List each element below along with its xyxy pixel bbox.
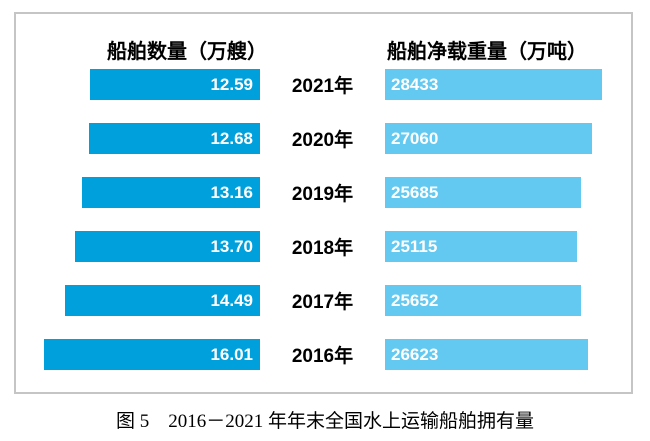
deadweight-value: 26623 — [391, 344, 439, 364]
ships-count-value: 13.16 — [210, 182, 253, 202]
right-series-header: 船舶净载重量（万吨） — [387, 41, 587, 63]
deadweight-zone: 25685 — [385, 177, 631, 208]
deadweight-zone: 26623 — [385, 339, 631, 370]
year-label: 2018年 — [291, 238, 354, 259]
ships-count-value: 16.01 — [210, 344, 253, 364]
ships-count-value: 12.59 — [210, 74, 253, 94]
deadweight-bar: 26623 — [385, 339, 588, 370]
chart-row: 16.01 2016年 26623 — [16, 339, 631, 370]
ships-count-zone: 14.49 — [16, 285, 260, 316]
ships-count-zone: 12.68 — [16, 123, 260, 154]
deadweight-bar: 27060 — [385, 123, 592, 154]
deadweight-bar: 28433 — [385, 69, 602, 100]
year-label: 2020年 — [291, 130, 354, 151]
chart-row: 12.59 2021年 28433 — [16, 69, 631, 100]
ships-count-value: 12.68 — [210, 128, 253, 148]
year-label: 2021年 — [291, 76, 354, 97]
chart-row: 14.49 2017年 25652 — [16, 285, 631, 316]
deadweight-zone: 25652 — [385, 285, 631, 316]
chart-area: 船舶数量（万艘） 船舶净载重量（万吨） 12.59 2021年 28433 12… — [14, 12, 633, 394]
deadweight-bar: 25685 — [385, 177, 581, 208]
chart-row: 13.70 2018年 25115 — [16, 231, 631, 262]
ships-count-zone: 12.59 — [16, 69, 260, 100]
left-series-header: 船舶数量（万艘） — [107, 41, 267, 63]
year-label: 2017年 — [291, 292, 354, 313]
ships-count-bar: 13.70 — [75, 231, 260, 262]
ships-count-bar: 14.49 — [65, 285, 260, 316]
ships-count-bar: 13.16 — [82, 177, 260, 208]
deadweight-value: 27060 — [391, 128, 439, 148]
deadweight-zone: 28433 — [385, 69, 631, 100]
deadweight-zone: 27060 — [385, 123, 631, 154]
year-label: 2019年 — [291, 184, 354, 205]
year-label: 2016年 — [291, 346, 354, 367]
deadweight-value: 25685 — [391, 182, 439, 202]
ships-count-zone: 13.16 — [16, 177, 260, 208]
deadweight-bar: 25652 — [385, 285, 581, 316]
deadweight-value: 28433 — [391, 74, 439, 94]
deadweight-value: 25652 — [391, 290, 439, 310]
ships-count-bar: 12.68 — [89, 123, 260, 154]
ships-count-zone: 13.70 — [16, 231, 260, 262]
ships-count-bar: 16.01 — [44, 339, 260, 370]
deadweight-bar: 25115 — [385, 231, 577, 262]
ships-count-bar: 12.59 — [90, 69, 260, 100]
ships-count-value: 14.49 — [210, 290, 253, 310]
ships-count-value: 13.70 — [210, 236, 253, 256]
figure-caption: 图 5 2016－2021 年年末全国水上运输船舶拥有量 — [115, 411, 534, 432]
chart-row: 12.68 2020年 27060 — [16, 123, 631, 154]
chart-row: 13.16 2019年 25685 — [16, 177, 631, 208]
ships-count-zone: 16.01 — [16, 339, 260, 370]
deadweight-zone: 25115 — [385, 231, 631, 262]
deadweight-value: 25115 — [391, 236, 438, 256]
